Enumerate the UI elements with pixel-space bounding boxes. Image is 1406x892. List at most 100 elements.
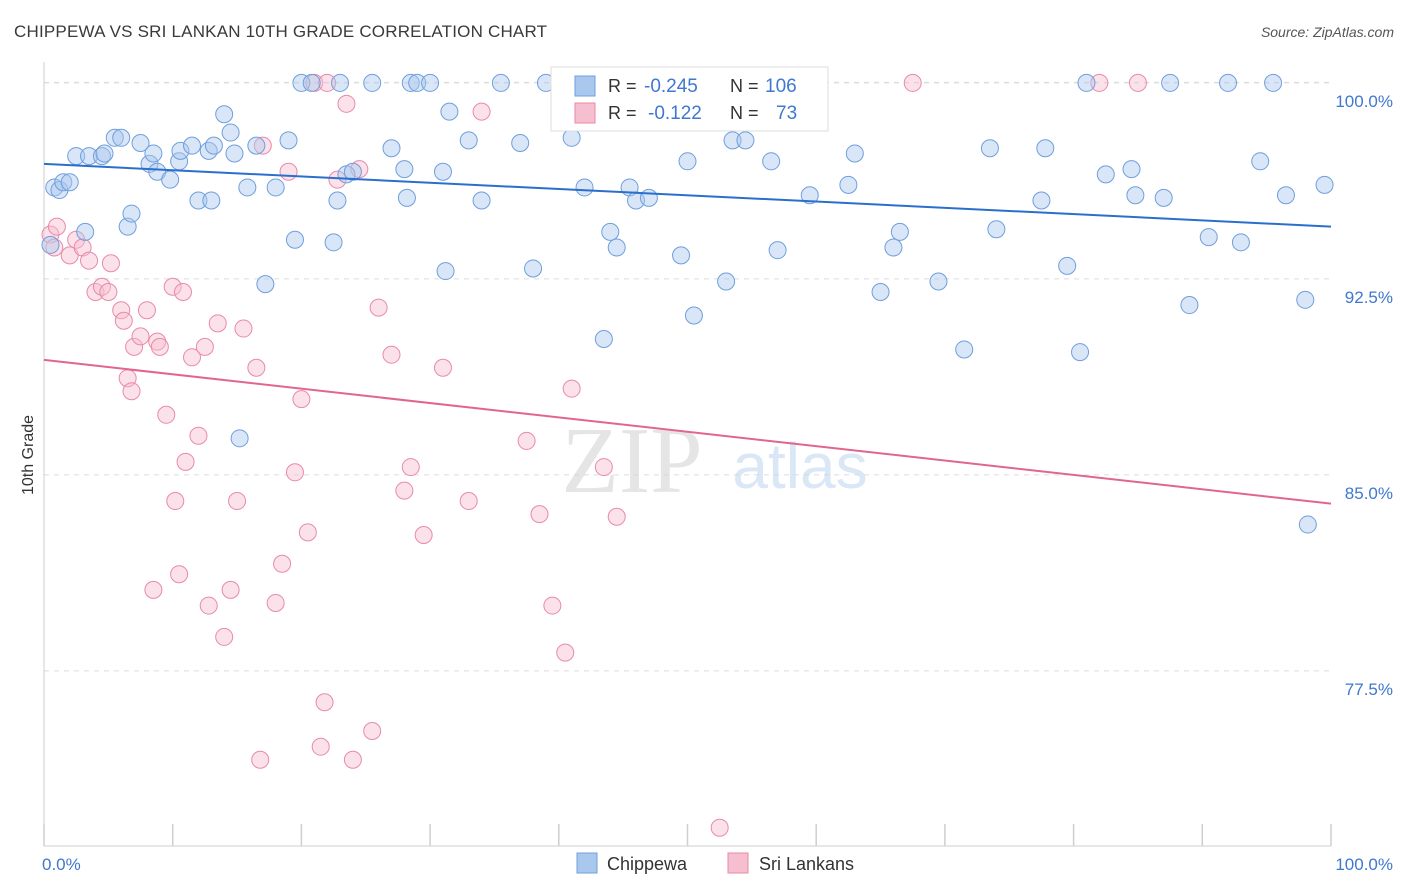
chippewa-point	[1126, 186, 1145, 205]
sri-lankans-point	[199, 596, 218, 615]
sri-lankans-point	[73, 238, 92, 257]
sri-lankans-point	[144, 580, 163, 599]
sri-lankans-point	[176, 452, 195, 471]
sri-lankans-point	[251, 750, 270, 769]
sri-lankans-point	[337, 94, 356, 113]
chippewa-point	[199, 141, 218, 160]
chippewa-point	[324, 233, 343, 252]
chippewa-point	[607, 238, 626, 257]
chippewa-point	[639, 188, 658, 207]
sri-lankans-point	[594, 458, 613, 477]
sri-lankans-point	[221, 580, 240, 599]
chippewa-point	[122, 204, 141, 223]
sri-lankans-point	[125, 337, 144, 356]
sri-lankans-point	[710, 818, 729, 837]
sri-lankans-point	[166, 492, 185, 511]
chippewa-point	[762, 152, 781, 171]
chippewa-point	[839, 175, 858, 194]
sri-lankans-point	[99, 282, 118, 301]
chippewa-point	[1180, 296, 1199, 315]
chippewa-point	[884, 238, 903, 257]
sri-lankans-point	[234, 319, 253, 338]
chippewa-point	[1032, 191, 1051, 210]
chippewa-point	[1122, 160, 1141, 179]
watermark: ZIP atlas	[562, 409, 868, 513]
sri-lankans-point	[459, 492, 478, 511]
chart-title: CHIPPEWA VS SRI LANKAN 10TH GRADE CORREL…	[14, 22, 548, 41]
sri-lankans-point	[343, 750, 362, 769]
chippewa-point	[215, 105, 234, 124]
sri-lankans-point	[157, 405, 176, 424]
chippewa-point	[1231, 233, 1250, 252]
chippewa-point	[183, 136, 202, 155]
watermark-atlas: atlas	[732, 430, 867, 502]
chippewa-point	[112, 128, 131, 147]
sri-lankans-point	[247, 358, 266, 377]
chippewa-point	[285, 230, 304, 249]
chippewa-point	[472, 191, 491, 210]
y-tick-label: 92.5%	[1345, 288, 1393, 307]
chippewa-point	[955, 340, 974, 359]
sri-lankans-point	[273, 554, 292, 573]
chippewa-point	[845, 144, 864, 163]
stats-pink-n-label: N =	[730, 103, 759, 123]
chippewa-point	[1251, 152, 1270, 171]
chippewa-point	[230, 429, 249, 448]
stats-legend: R = -0.245 N = 106 R = -0.122 N = 73	[550, 66, 829, 132]
chippewa-point	[1071, 343, 1090, 362]
x-tick-label: 0.0%	[42, 855, 81, 874]
sri-lankans-point	[148, 332, 167, 351]
sri-lankans-point	[101, 254, 120, 273]
sri-lankans-point	[401, 458, 420, 477]
chippewa-point	[279, 131, 298, 150]
sri-lankans-point	[543, 596, 562, 615]
chippewa-point	[1296, 290, 1315, 309]
sri-lankans-point	[195, 337, 214, 356]
chippewa-point	[1298, 515, 1317, 534]
chippewa-point	[161, 170, 180, 189]
sri-lankans-point	[530, 505, 549, 524]
chippewa-point	[524, 259, 543, 278]
legend-sri-lankans-label: Sri Lankans	[759, 854, 854, 874]
chippewa-point	[601, 222, 620, 241]
chippewa-point	[266, 178, 285, 197]
chippewa-point	[1077, 73, 1096, 92]
chippewa-trend-line	[43, 162, 1332, 228]
chippewa-point	[131, 134, 150, 153]
stats-pink-n-value: 73	[776, 103, 797, 124]
y-tick-label: 100.0%	[1335, 92, 1393, 111]
chippewa-point	[202, 191, 221, 210]
legend-chippewa-swatch	[576, 852, 598, 874]
chippewa-point	[987, 220, 1006, 239]
chippewa-point	[363, 73, 382, 92]
sri-lankans-point	[318, 73, 337, 92]
chippewa-point	[54, 173, 73, 192]
chippewa-point	[421, 73, 440, 92]
sri-lankans-trend-line	[43, 358, 1332, 505]
sri-lankans-point	[363, 722, 382, 741]
chippewa-point	[80, 147, 99, 166]
sri-lankans-point	[369, 298, 388, 317]
chippewa-point	[929, 272, 948, 291]
sri-lankans-point	[208, 314, 227, 333]
chippewa-point	[440, 102, 459, 121]
chippewa-point	[1036, 139, 1055, 158]
chippewa-point	[408, 73, 427, 92]
chippewa-point	[1276, 186, 1295, 205]
stats-blue-r-label: R =	[608, 76, 637, 96]
chippewa-point	[221, 123, 240, 142]
chippewa-point	[60, 173, 79, 192]
sri-lankans-point	[562, 379, 581, 398]
sri-lankans-points	[41, 73, 1147, 837]
chippewa-point	[684, 306, 703, 325]
sri-lankans-point	[266, 593, 285, 612]
chippewa-point	[95, 144, 114, 163]
sri-lankans-point	[170, 565, 189, 584]
chippewa-point	[594, 330, 613, 349]
sri-lankans-point	[298, 523, 317, 542]
sri-lankans-point	[395, 481, 414, 500]
y-axis-label: 10th Grade	[20, 415, 37, 495]
chippewa-point	[256, 275, 275, 294]
chippewa-point	[382, 139, 401, 158]
sri-lankans-point	[47, 217, 66, 236]
